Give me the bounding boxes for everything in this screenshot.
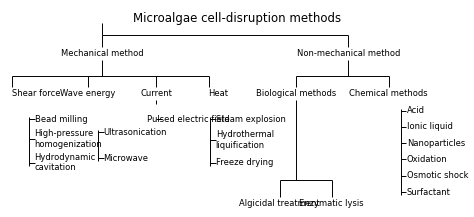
Text: Non-mechanical method: Non-mechanical method bbox=[297, 49, 400, 58]
Text: Acid: Acid bbox=[407, 106, 425, 115]
Text: High-pressure
homogenization: High-pressure homogenization bbox=[35, 129, 102, 149]
Text: Wave energy: Wave energy bbox=[60, 89, 115, 98]
Text: Hydrothermal
liquification: Hydrothermal liquification bbox=[216, 130, 274, 150]
Text: Current: Current bbox=[140, 89, 173, 98]
Text: Hydrodynamic
cavitation: Hydrodynamic cavitation bbox=[35, 153, 96, 173]
Text: Surfactant: Surfactant bbox=[407, 187, 451, 197]
Text: Shear force: Shear force bbox=[12, 89, 60, 98]
Text: Freeze drying: Freeze drying bbox=[216, 158, 273, 167]
Text: Nanoparticles: Nanoparticles bbox=[407, 139, 465, 148]
Text: Algicidal treatment: Algicidal treatment bbox=[239, 199, 320, 209]
Text: Steam explosion: Steam explosion bbox=[216, 115, 285, 124]
Text: Chemical methods: Chemical methods bbox=[349, 89, 428, 98]
Text: Ionic liquid: Ionic liquid bbox=[407, 122, 453, 132]
Text: Biological methods: Biological methods bbox=[256, 89, 337, 98]
Text: Pulsed electric field: Pulsed electric field bbox=[147, 115, 229, 124]
Text: Mechanical method: Mechanical method bbox=[61, 49, 143, 58]
Text: Enzymatic lysis: Enzymatic lysis bbox=[300, 199, 364, 209]
Text: Oxidation: Oxidation bbox=[407, 155, 447, 164]
Text: Microalgae cell-disruption methods: Microalgae cell-disruption methods bbox=[133, 12, 341, 25]
Text: Heat: Heat bbox=[209, 89, 228, 98]
Text: Osmotic shock: Osmotic shock bbox=[407, 171, 468, 180]
Text: Ultrasonication: Ultrasonication bbox=[103, 128, 167, 137]
Text: Microwave: Microwave bbox=[103, 154, 148, 163]
Text: Bead milling: Bead milling bbox=[35, 115, 87, 124]
